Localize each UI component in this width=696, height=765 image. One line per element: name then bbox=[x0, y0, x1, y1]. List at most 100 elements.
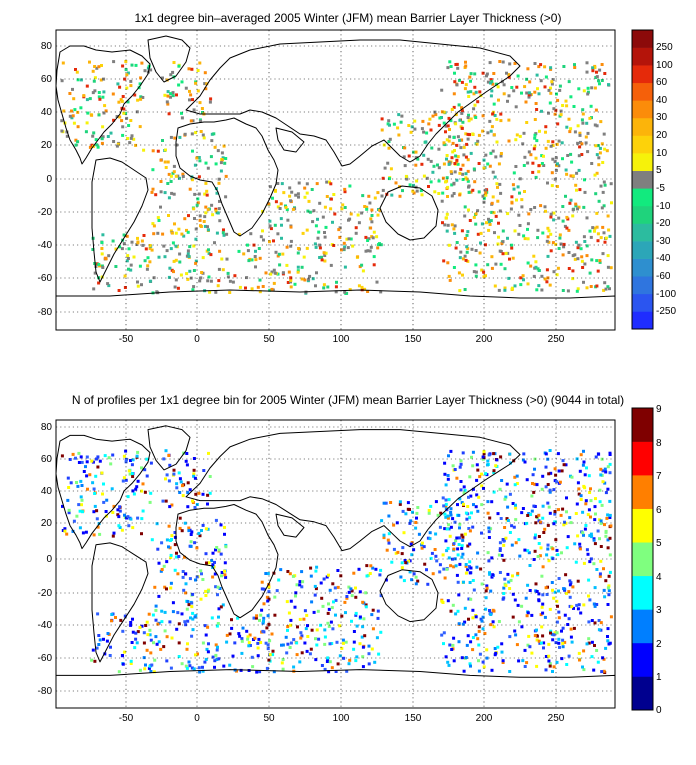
data-bin bbox=[298, 660, 302, 664]
data-bin bbox=[207, 561, 211, 565]
data-bin bbox=[170, 538, 173, 541]
data-bin bbox=[206, 166, 210, 170]
data-bin bbox=[414, 526, 418, 530]
data-bin bbox=[164, 477, 167, 481]
data-bin bbox=[490, 125, 494, 129]
data-bin bbox=[493, 175, 497, 179]
data-bin bbox=[183, 620, 187, 624]
data-bin bbox=[209, 279, 213, 283]
data-bin bbox=[378, 573, 382, 577]
data-bin bbox=[398, 194, 402, 198]
data-bin bbox=[145, 267, 149, 271]
data-bin bbox=[265, 595, 269, 599]
data-bin bbox=[123, 274, 127, 278]
data-bin bbox=[485, 648, 489, 652]
data-bin bbox=[159, 180, 163, 183]
data-bin bbox=[157, 561, 161, 565]
data-bin bbox=[442, 141, 446, 145]
data-bin bbox=[181, 570, 185, 573]
data-bin bbox=[571, 585, 575, 589]
data-bin bbox=[354, 226, 358, 230]
data-bin bbox=[148, 279, 152, 283]
data-bin bbox=[420, 543, 424, 547]
data-bin bbox=[521, 458, 525, 462]
data-bin bbox=[119, 98, 123, 102]
data-bin bbox=[106, 632, 110, 635]
data-bin bbox=[201, 665, 204, 669]
data-bin bbox=[581, 266, 585, 269]
data-bin bbox=[100, 241, 104, 245]
data-bin bbox=[151, 613, 155, 617]
data-bin bbox=[556, 162, 559, 166]
data-bin bbox=[594, 512, 597, 516]
data-bin bbox=[569, 198, 573, 202]
data-bin bbox=[457, 593, 461, 597]
data-bin bbox=[593, 604, 597, 608]
data-bin bbox=[199, 130, 203, 133]
data-bin bbox=[568, 579, 572, 583]
data-bin bbox=[394, 551, 398, 555]
data-bin bbox=[547, 505, 551, 509]
data-bin bbox=[553, 512, 557, 516]
data-bin bbox=[465, 245, 469, 249]
data-bin bbox=[219, 161, 223, 165]
data-bin bbox=[228, 279, 232, 283]
data-bin bbox=[545, 268, 549, 272]
data-bin bbox=[361, 655, 365, 659]
data-bin bbox=[396, 550, 400, 554]
data-bin bbox=[120, 654, 124, 657]
data-bin bbox=[129, 119, 133, 122]
data-bin bbox=[550, 82, 554, 86]
data-bin bbox=[602, 231, 606, 235]
data-bin bbox=[177, 641, 181, 645]
data-bin bbox=[508, 531, 512, 534]
data-bin bbox=[491, 608, 495, 612]
data-bin bbox=[477, 659, 480, 663]
data-bin bbox=[340, 614, 344, 618]
colorbar-segment bbox=[632, 441, 653, 476]
data-bin bbox=[552, 218, 556, 222]
data-bin bbox=[168, 620, 172, 624]
data-bin bbox=[558, 645, 561, 649]
data-bin bbox=[561, 626, 565, 630]
data-bin bbox=[538, 520, 542, 524]
data-bin bbox=[325, 660, 329, 663]
data-bin bbox=[447, 162, 451, 166]
data-bin bbox=[321, 215, 325, 219]
data-bin bbox=[466, 158, 470, 162]
data-bin bbox=[580, 255, 584, 259]
data-bin bbox=[67, 486, 71, 489]
data-bin bbox=[578, 658, 581, 662]
data-bin bbox=[82, 470, 86, 473]
data-bin bbox=[543, 615, 547, 619]
data-bin bbox=[606, 487, 610, 491]
data-bin bbox=[236, 616, 240, 620]
data-bin bbox=[173, 222, 176, 226]
data-bin bbox=[303, 195, 307, 199]
data-bin bbox=[169, 586, 173, 590]
data-bin bbox=[198, 534, 202, 538]
data-bin bbox=[404, 174, 408, 178]
data-bin bbox=[194, 492, 198, 496]
data-bin bbox=[490, 556, 494, 560]
data-bin bbox=[467, 119, 471, 123]
data-bin bbox=[551, 547, 555, 551]
data-bin bbox=[527, 93, 531, 97]
data-bin bbox=[606, 603, 610, 606]
data-bin bbox=[206, 527, 210, 531]
data-bin bbox=[61, 61, 65, 65]
data-bin bbox=[528, 564, 532, 567]
data-bin bbox=[539, 79, 543, 83]
data-bin bbox=[573, 542, 577, 546]
data-bin bbox=[473, 180, 477, 184]
data-bin bbox=[469, 664, 472, 668]
data-bin bbox=[152, 641, 155, 645]
data-bin bbox=[163, 629, 167, 633]
data-bin bbox=[358, 615, 362, 619]
data-bin bbox=[565, 663, 569, 666]
data-bin bbox=[546, 543, 550, 547]
data-bin bbox=[554, 168, 558, 172]
data-bin bbox=[548, 488, 552, 492]
data-bin bbox=[354, 595, 358, 599]
data-bin bbox=[167, 454, 171, 457]
